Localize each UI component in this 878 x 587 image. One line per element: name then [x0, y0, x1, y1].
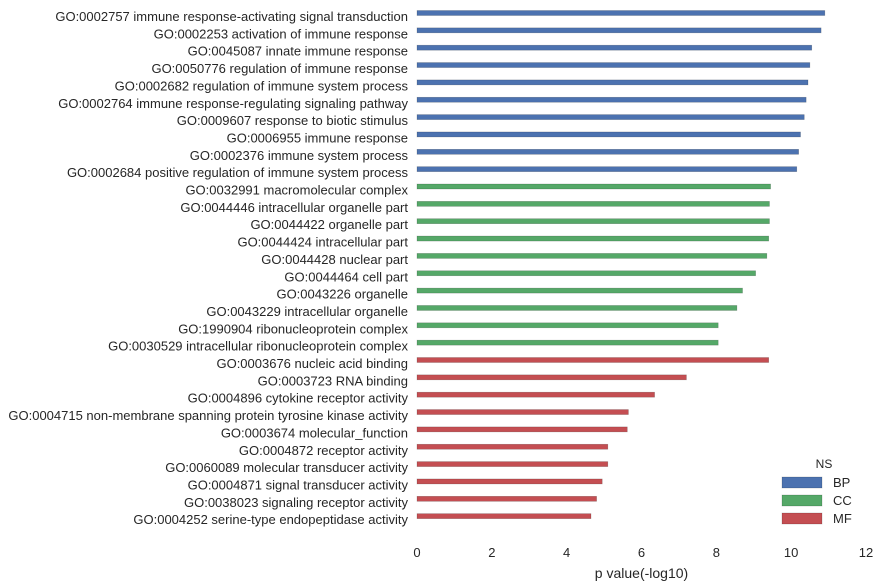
legend-label-bp: BP: [833, 475, 850, 490]
legend-title: NS: [816, 457, 833, 471]
bar-bp: [416, 79, 809, 86]
bar-cc: [416, 305, 738, 311]
category-label: GO:1990904 ribonucleoprotein complex: [178, 321, 408, 336]
bar-mf: [416, 513, 592, 519]
bar-mf: [416, 357, 770, 363]
legend-label-mf: MF: [833, 511, 852, 526]
category-label: GO:0006955 immune response: [227, 130, 408, 145]
category-label: GO:0044446 intracellular organelle part: [180, 200, 408, 215]
category-label: GO:0043229 intracellular organelle: [206, 304, 408, 319]
x-tick-label: 6: [638, 545, 645, 560]
bar-bp: [416, 10, 826, 16]
category-label: GO:0004872 receptor activity: [239, 443, 409, 458]
bar-bp: [416, 114, 805, 120]
category-label: GO:0002684 positive regulation of immune…: [67, 165, 409, 180]
category-label: GO:0004715 non-membrane spanning protein…: [8, 408, 408, 423]
x-axis-title: p value(-log10): [595, 565, 688, 581]
bar-cc: [416, 201, 770, 207]
category-label: GO:0004896 cytokine receptor activity: [188, 391, 409, 406]
x-tick-labels: 0 2 4 6 8 10 12: [413, 545, 873, 560]
legend-label-cc: CC: [833, 493, 852, 508]
bar-cc: [416, 339, 719, 346]
x-tick-label: 2: [488, 545, 495, 560]
category-label: GO:0038023 signaling receptor activity: [184, 495, 409, 510]
category-label: GO:0002253 activation of immune response: [154, 26, 408, 41]
legend-swatch-mf: [781, 512, 823, 525]
bar-cc: [416, 270, 756, 277]
bar-bp: [416, 44, 813, 51]
category-label: GO:0060089 molecular transducer activity: [165, 460, 408, 475]
x-tick-label: 4: [563, 545, 570, 560]
category-label: GO:0030529 intracellular ribonucleoprote…: [108, 339, 408, 354]
bar-mf: [416, 374, 687, 381]
bars: [416, 10, 826, 519]
category-label: GO:0044464 cell part: [284, 269, 408, 284]
category-label: GO:0002376 immune system process: [190, 148, 409, 163]
category-label: GO:0044428 nuclear part: [261, 252, 408, 267]
category-label: GO:0032991 macromolecular complex: [185, 183, 408, 198]
category-label: GO:0003674 molecular_function: [221, 425, 408, 440]
legend: NS BP CC MF: [781, 457, 852, 526]
bar-bp: [416, 131, 801, 138]
category-label: GO:0004252 serine-type endopeptidase act…: [133, 512, 408, 527]
bar-mf: [416, 426, 628, 433]
bar-cc: [416, 218, 770, 224]
category-label: GO:0009607 response to biotic stimulus: [177, 113, 409, 128]
x-tick-label: 12: [859, 545, 873, 560]
bar-mf: [416, 391, 655, 398]
bar-bp: [416, 27, 822, 34]
x-tick-label: 0: [413, 545, 420, 560]
legend-swatch-cc: [781, 494, 823, 507]
category-label: GO:0004871 signal transducer activity: [188, 477, 409, 492]
bar-mf: [416, 443, 609, 450]
bar-cc: [416, 253, 768, 259]
category-label: GO:0044422 organelle part: [250, 217, 408, 232]
bar-bp: [416, 96, 807, 103]
bar-cc: [416, 183, 771, 190]
bar-cc: [416, 235, 770, 242]
category-label: GO:0050776 regulation of immune response: [151, 61, 408, 76]
legend-swatch-bp: [781, 476, 823, 489]
bar-bp: [416, 62, 811, 68]
legend-entries: BP CC MF: [781, 475, 852, 526]
category-label: GO:0003676 nucleic acid binding: [216, 356, 408, 371]
category-label: GO:0044424 intracellular part: [237, 235, 408, 250]
x-tick-label: 10: [784, 545, 798, 560]
category-labels: GO:0002757 immune response-activating si…: [8, 9, 408, 527]
bar-mf: [416, 495, 597, 502]
bar-cc: [416, 287, 743, 294]
category-label: GO:0002757 immune response-activating si…: [55, 9, 408, 24]
bar-bp: [416, 149, 799, 155]
bar-cc: [416, 322, 719, 329]
category-label: GO:0003723 RNA binding: [258, 373, 408, 388]
bar-mf: [416, 478, 603, 485]
category-label: GO:0045087 innate immune response: [188, 44, 408, 59]
category-label: GO:0002764 immune response-regulating si…: [58, 96, 408, 111]
category-label: GO:0043226 organelle: [276, 287, 408, 302]
category-label: GO:0002682 regulation of immune system p…: [115, 78, 409, 93]
x-tick-label: 8: [713, 545, 720, 560]
bar-mf: [416, 409, 629, 415]
bar-bp: [416, 166, 798, 172]
bar-mf: [416, 461, 609, 467]
